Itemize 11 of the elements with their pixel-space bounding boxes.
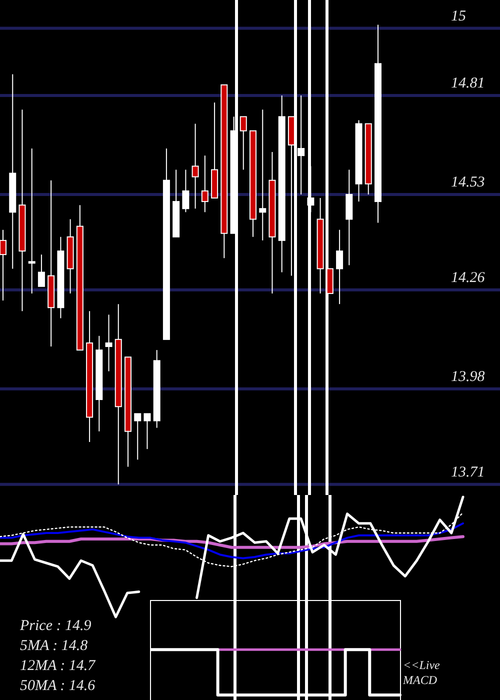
text: 50MA : 14.6 xyxy=(20,678,96,694)
text: Price : 14.9 xyxy=(19,618,92,634)
text: <<Live MACD xyxy=(402,658,441,687)
y-tick-label: 15 xyxy=(451,8,466,24)
text: 5MA : 14.8 xyxy=(20,638,88,654)
y-tick-label: 14.26 xyxy=(451,270,486,286)
y-tick-label: 13.71 xyxy=(451,464,485,480)
y-tick-label: 14.53 xyxy=(451,174,485,190)
text: 12MA : 14.7 xyxy=(20,658,97,674)
y-tick-label: 13.98 xyxy=(451,368,486,385)
y-tick-label: 14.81 xyxy=(451,75,485,92)
